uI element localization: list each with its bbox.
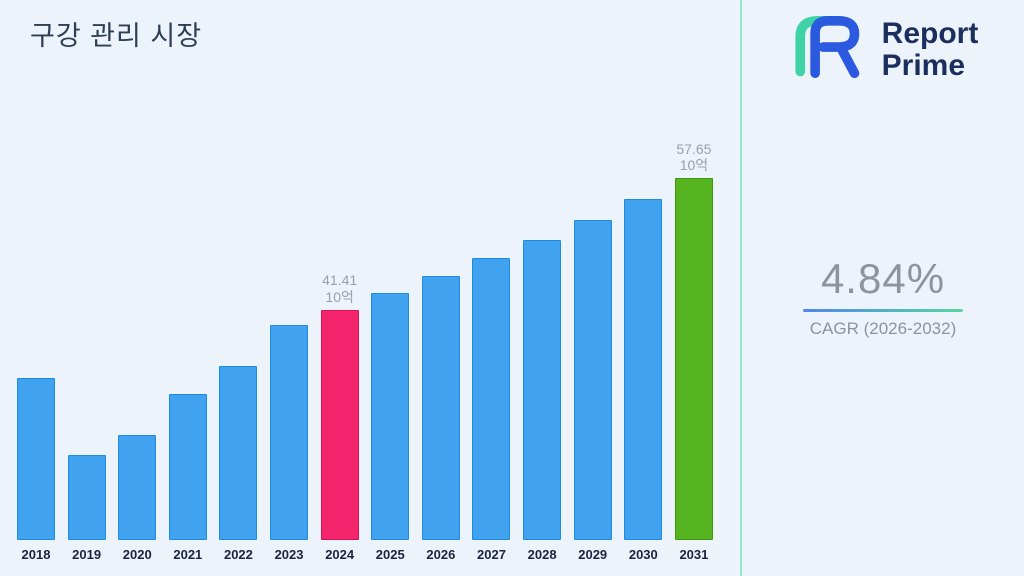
x-axis-label: 2018 (21, 547, 51, 562)
bar-group: 2021 (168, 394, 208, 562)
x-axis-label: 2031 (679, 547, 709, 562)
bar-group: 57.65 10억 2031 (674, 141, 714, 562)
bar-group: 2029 (573, 220, 613, 562)
brand-block: Report Prime (742, 10, 1024, 89)
bar-chart: 2018 2019 2020 2021 2022 2023 41.41 10억 2024 2025… (16, 141, 714, 562)
bar-2031 (674, 177, 713, 540)
x-axis-label: 2028 (527, 547, 557, 562)
bar-2028 (523, 239, 562, 540)
report-prime-logo-icon (788, 10, 872, 89)
bar-2027 (472, 258, 511, 540)
bar-group: 2019 (67, 454, 107, 562)
bar-group: 2018 (16, 377, 56, 562)
panel-divider (740, 0, 742, 576)
brand-name-line1: Report (881, 17, 979, 50)
x-axis-label: 2020 (122, 547, 152, 562)
cagr-value: 4.84% (820, 255, 946, 302)
bar-2021 (168, 394, 207, 540)
bar-annotation: 57.65 10억 (676, 140, 712, 173)
x-axis-label: 2024 (325, 547, 355, 562)
right-panel: Report Prime 4.84% CAGR (2026-2032) (742, 0, 1024, 576)
bar-group: 2030 (623, 199, 663, 562)
bar-2029 (573, 220, 612, 540)
x-axis-label: 2030 (628, 547, 658, 562)
x-axis-label: 2019 (72, 547, 102, 562)
brand-name: Report Prime (882, 18, 979, 81)
cagr-stat-block: 4.84% CAGR (2026-2032) (742, 255, 1024, 339)
bar-2024 (320, 309, 359, 540)
bar-group: 2022 (218, 365, 258, 562)
bar-group: 2028 (522, 239, 562, 562)
bar-group: 41.41 10억 2024 (320, 272, 360, 562)
x-axis-label: 2027 (477, 547, 506, 562)
brand-name-line2: Prime (881, 48, 966, 82)
bar-2022 (219, 365, 258, 540)
x-axis-label: 2029 (578, 547, 608, 562)
bar-group: 2023 (269, 325, 309, 562)
chart-title: 구강 관리 시장 (30, 21, 203, 51)
bar-group: 2025 (370, 293, 410, 562)
bar-2020 (118, 434, 157, 540)
bar-group: 2027 (471, 258, 511, 562)
bar-2019 (67, 454, 106, 540)
x-axis-label: 2025 (375, 547, 405, 562)
bar-annotation: 41.41 10억 (322, 272, 358, 305)
bar-group: 2020 (117, 434, 157, 562)
x-axis-label: 2023 (274, 547, 304, 562)
bar-2026 (421, 276, 460, 540)
cagr-label: CAGR (2026-2032) (809, 319, 957, 338)
x-axis-label: 2026 (426, 547, 456, 562)
bar-2018 (17, 377, 55, 540)
bar-2030 (624, 199, 663, 540)
bar-2025 (371, 293, 410, 540)
x-axis-label: 2022 (223, 547, 253, 562)
x-axis-label: 2021 (173, 547, 203, 562)
bar-2023 (270, 325, 309, 540)
stat-underline (803, 309, 963, 312)
bar-group: 2026 (421, 276, 461, 562)
